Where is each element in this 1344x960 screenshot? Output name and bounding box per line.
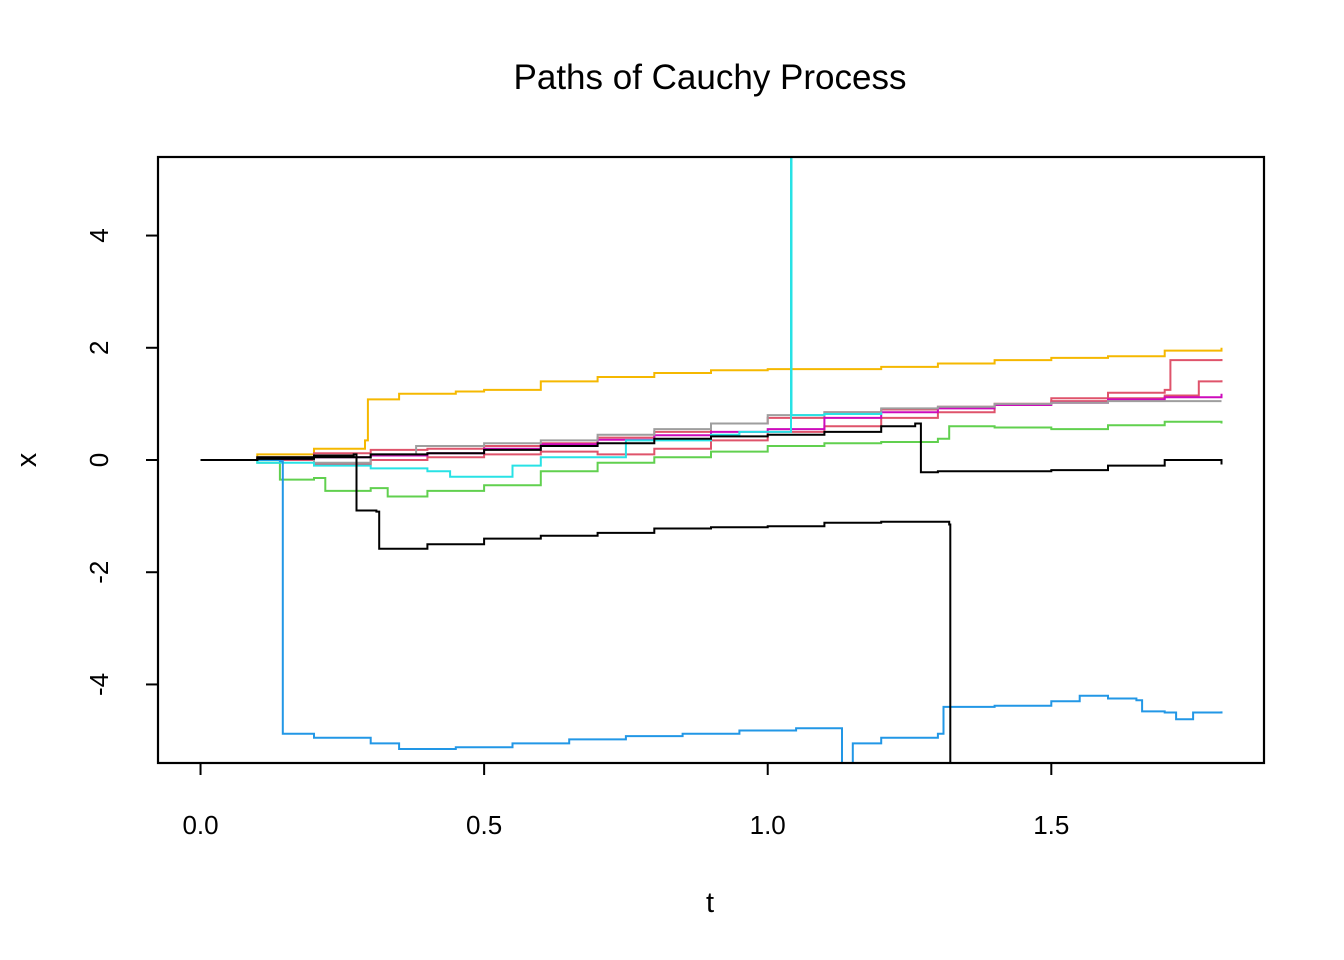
x-tick-label: 1.5: [1033, 810, 1069, 840]
plot-frame: [156, 155, 1266, 765]
y-axis-label: x: [11, 452, 43, 467]
y-tick-label: 4: [84, 228, 114, 242]
x-axis: 0.0 0.5 1.0 1.5: [182, 762, 1069, 840]
series-path-10: [200, 422, 1223, 474]
chart-title: Paths of Cauchy Process: [514, 58, 907, 97]
y-tick-label: 2: [84, 341, 114, 355]
series-path-9: [200, 453, 952, 763]
y-tick-label: -4: [84, 673, 114, 696]
series-path-8: [200, 459, 1223, 763]
y-tick-label: -2: [84, 561, 114, 584]
series-path-7: [200, 157, 883, 478]
y-tick-label: 0: [84, 453, 114, 467]
series-path-6: [200, 420, 1223, 498]
x-tick-label: 1.0: [750, 810, 786, 840]
x-tick-label: 0.5: [466, 810, 502, 840]
x-tick-label: 0.0: [182, 810, 218, 840]
y-axis: -4 -2 0 2 4: [84, 228, 159, 696]
series-path-1: [200, 347, 1223, 461]
series-layer: [200, 157, 1223, 763]
x-axis-label: t: [706, 887, 714, 919]
